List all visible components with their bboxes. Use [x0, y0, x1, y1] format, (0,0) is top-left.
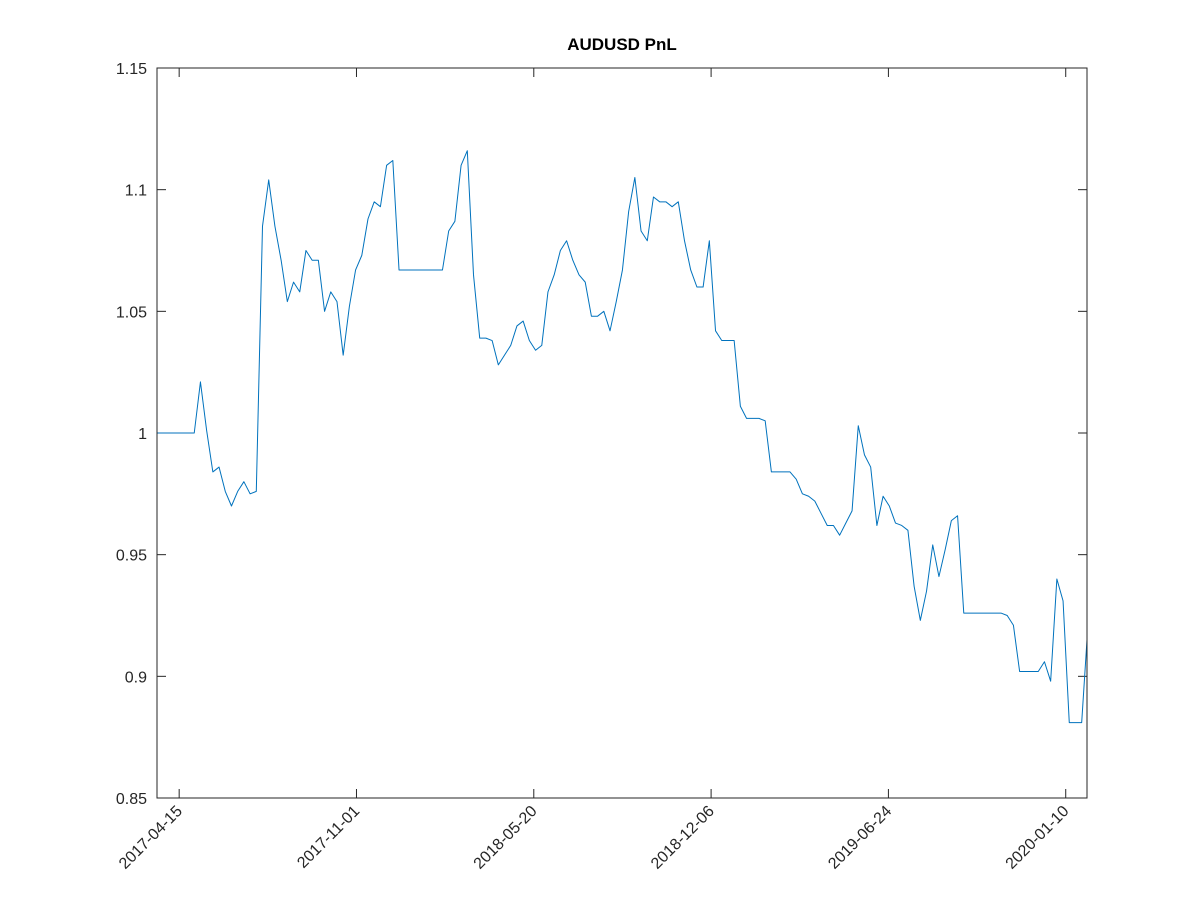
- plot-area: [157, 68, 1087, 798]
- x-tick-label: 2019-06-24: [825, 803, 895, 873]
- y-tick-label: 0.85: [116, 791, 147, 808]
- y-tick-label: 1: [138, 426, 147, 443]
- x-tick-label: 2020-01-10: [1003, 803, 1073, 873]
- y-tick-label: 0.95: [116, 548, 147, 565]
- axes-box: [156, 67, 1088, 799]
- x-tick-label: 2017-04-15: [116, 803, 186, 873]
- x-tick-label: 2018-05-20: [471, 803, 541, 873]
- chart-title: AUDUSD PnL: [567, 35, 677, 54]
- y-tick-label: 1.15: [116, 61, 147, 78]
- line-series: [157, 150, 1088, 724]
- y-tick-label: 1.05: [116, 304, 147, 321]
- y-tick-label: 0.9: [125, 669, 147, 686]
- x-tick-label: 2018-12-06: [648, 803, 718, 873]
- x-tick-label: 2017-11-01: [294, 803, 363, 872]
- y-tick-label: 1.1: [125, 183, 147, 200]
